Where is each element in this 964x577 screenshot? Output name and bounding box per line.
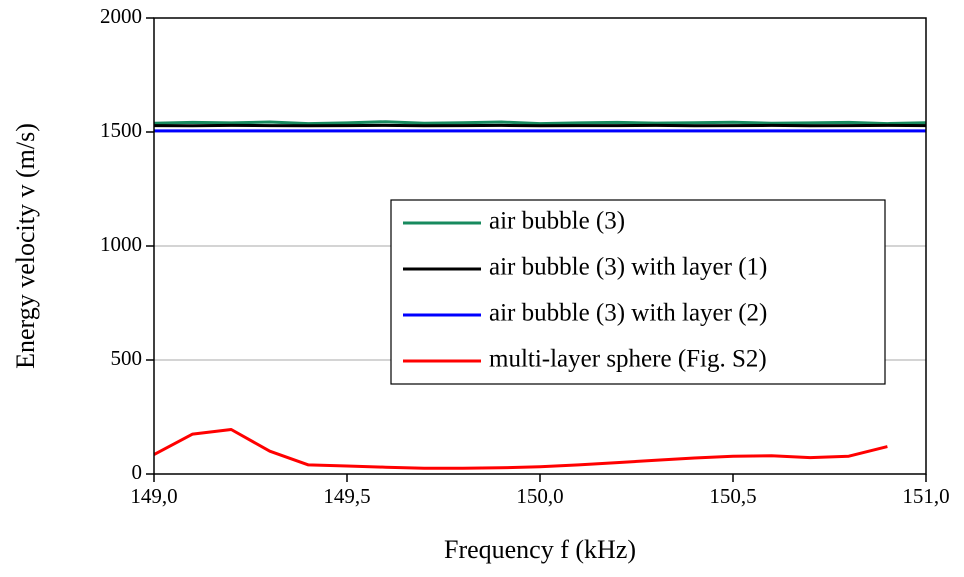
y-tick-label: 1500 — [100, 118, 142, 142]
y-axis-title: Energy velocity v (m/s) — [11, 123, 40, 369]
x-tick-label: 149,0 — [130, 484, 177, 508]
x-tick-label: 150,5 — [709, 484, 756, 508]
y-tick-label: 2000 — [100, 4, 142, 28]
series-line — [154, 430, 887, 469]
x-tick-label: 151,0 — [902, 484, 949, 508]
x-tick-label: 149,5 — [323, 484, 370, 508]
y-tick-label: 1000 — [100, 232, 142, 256]
series-line — [154, 122, 926, 124]
x-axis-title: Frequency f (kHz) — [444, 535, 636, 564]
y-tick-label: 0 — [132, 460, 143, 484]
legend-label: air bubble (3) with layer (2) — [489, 300, 767, 327]
legend-label: multi-layer sphere (Fig. S2) — [489, 346, 767, 373]
x-tick-label: 150,0 — [516, 484, 563, 508]
legend-label: air bubble (3) with layer (1) — [489, 254, 767, 281]
legend-label: air bubble (3) — [489, 208, 625, 235]
y-tick-label: 500 — [111, 346, 143, 370]
